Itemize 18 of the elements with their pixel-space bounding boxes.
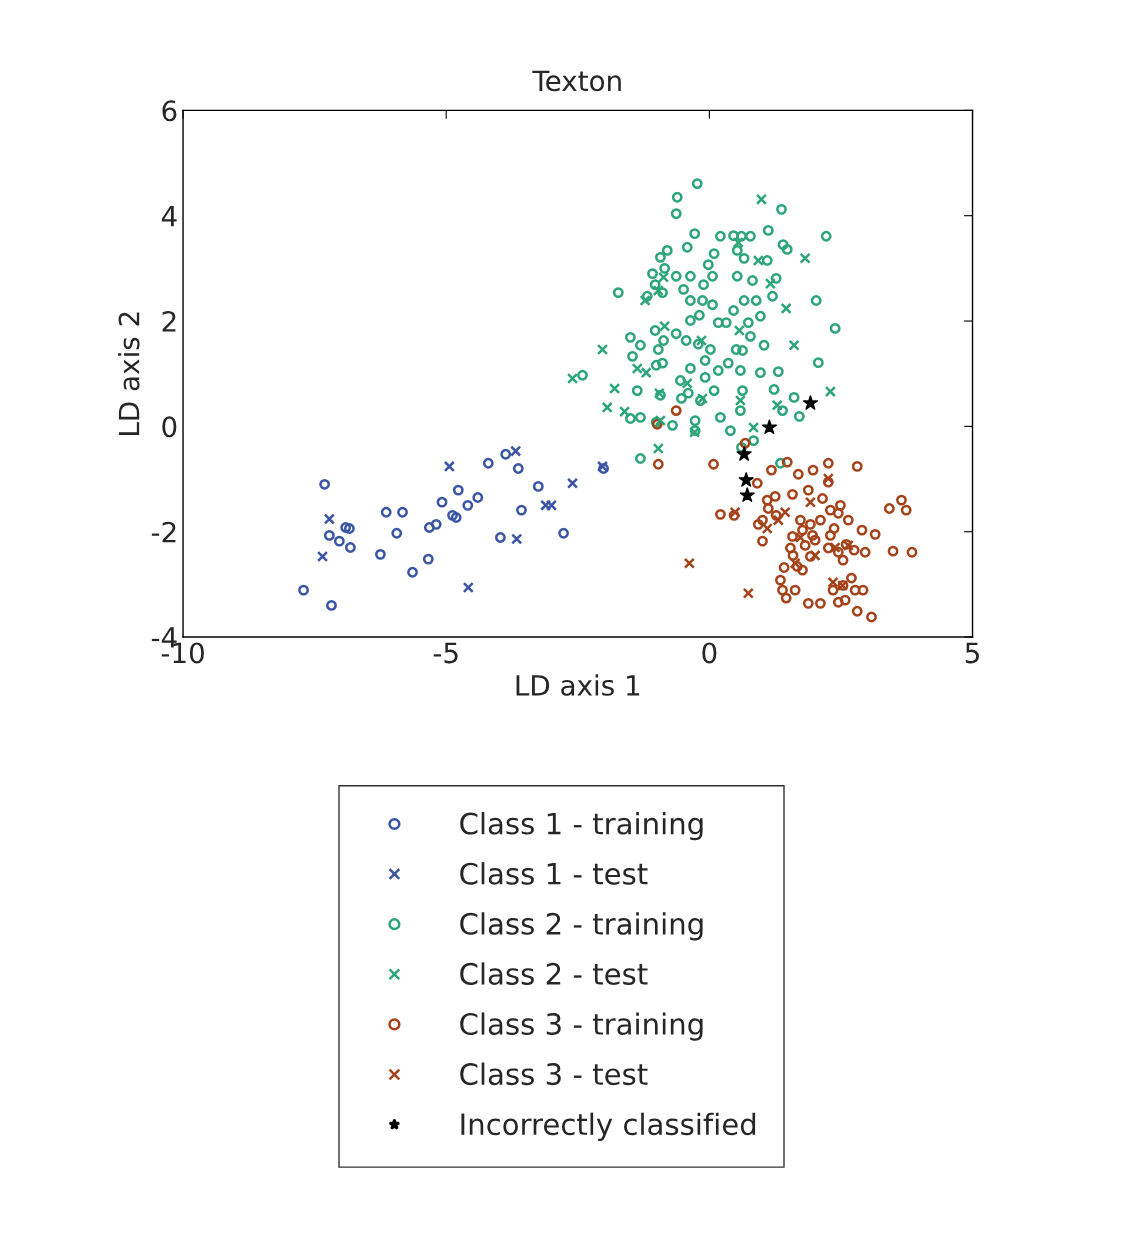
y-tick-label: 2 xyxy=(162,310,176,332)
legend-label: Class 2 - training xyxy=(460,912,703,941)
y-tick-label: 4 xyxy=(161,205,177,227)
y-tick-label: 0 xyxy=(162,416,177,438)
chart-title: Texton xyxy=(532,70,621,92)
x-axis-title: LD axis 1 xyxy=(516,674,640,696)
x-tick-label: -5 xyxy=(433,642,458,664)
legend-label: Class 3 - test xyxy=(460,1062,648,1086)
y-tick-label: -2 xyxy=(151,521,176,543)
legend-label: Class 3 - training xyxy=(460,1012,703,1041)
y-axis-title: LD axis 2 xyxy=(118,312,140,435)
legend-label: Class 1 - test xyxy=(460,862,648,885)
x-tick-label: 5 xyxy=(965,642,979,664)
legend-label: Incorrectly classified xyxy=(461,1112,756,1141)
legend-label: Class 2 - test xyxy=(460,962,648,985)
legend-label: Class 1 - training xyxy=(460,812,703,841)
y-tick-label: 6 xyxy=(162,100,177,122)
x-tick-label: 0 xyxy=(702,642,717,664)
